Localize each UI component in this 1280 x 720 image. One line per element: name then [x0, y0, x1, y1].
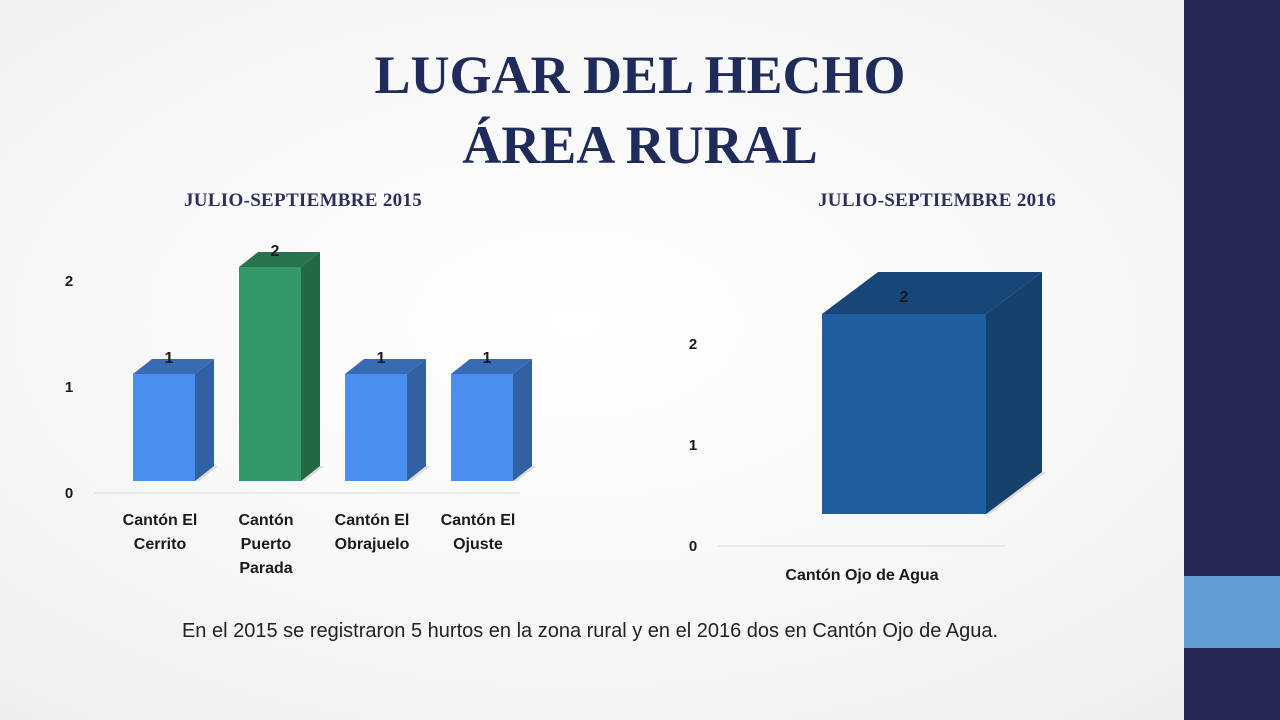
c2015-category-label: Parada [239, 560, 292, 577]
c2015-bar-side [513, 359, 532, 481]
c2015-category-label: Cantón El [123, 512, 198, 529]
c2015-bar-top [133, 359, 214, 374]
c2015-category-label: Ojuste [453, 536, 503, 553]
c2016-category-label: Cantón Ojo de Agua [785, 567, 938, 584]
c2015-y-tick-label: 2 [65, 273, 73, 290]
c2015-data-label: 1 [483, 350, 492, 367]
c2015-data-label: 1 [165, 350, 174, 367]
c2016-bar [822, 314, 986, 514]
c2016-bar-top [822, 272, 1042, 314]
c2015-category-label: Cantón El [335, 512, 410, 529]
c2016-y-tick-label: 2 [689, 336, 697, 353]
c2015-bar [133, 374, 195, 481]
c2015-bar [239, 267, 301, 481]
chart-2016-title: JULIO-SEPTIEMBRE 2016 [818, 190, 1057, 211]
c2015-data-label: 1 [377, 350, 386, 367]
c2016-bar-side [986, 272, 1042, 514]
c2015-category-label: Puerto [241, 536, 292, 553]
right-sidebar-accent [1184, 576, 1280, 648]
c2015-bar-side [407, 359, 426, 481]
c2015-category-label: Cerrito [134, 536, 187, 553]
chart-2015-title: JULIO-SEPTIEMBRE 2015 [184, 190, 423, 211]
c2015-data-label: 2 [271, 243, 280, 260]
slide-title-line1: LUGAR DEL HECHO [374, 45, 906, 105]
c2015-y-tick-label: 1 [65, 379, 73, 396]
c2015-bar-side [195, 359, 214, 481]
c2016-data-label: 2 [900, 289, 909, 306]
c2016-y-tick-label: 1 [689, 437, 697, 454]
c2015-bar-top [345, 359, 426, 374]
slide-title-line2: ÁREA RURAL [462, 115, 818, 175]
c2015-bar-top [451, 359, 532, 374]
c2015-bar-top [239, 252, 320, 267]
c2015-category-label: Cantón El [441, 512, 516, 529]
c2015-y-tick-label: 0 [65, 485, 73, 502]
c2016-y-tick-label: 0 [689, 538, 697, 555]
c2015-category-label: Cantón [238, 512, 293, 529]
slide-caption: En el 2015 se registraron 5 hurtos en la… [181, 620, 999, 642]
c2015-category-label: Obrajuelo [335, 536, 410, 553]
c2015-bar [345, 374, 407, 481]
c2015-bar [451, 374, 513, 481]
c2015-bar-side [301, 252, 320, 481]
